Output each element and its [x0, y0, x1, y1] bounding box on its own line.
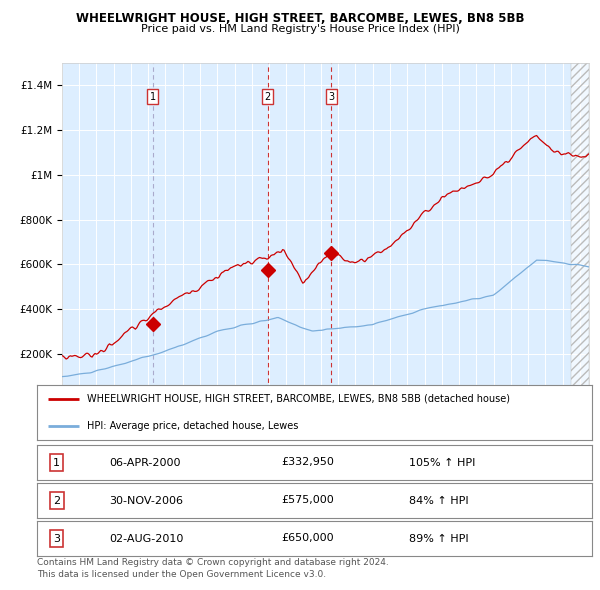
Text: £650,000: £650,000	[281, 533, 334, 543]
Text: 2: 2	[53, 496, 60, 506]
Text: HPI: Average price, detached house, Lewes: HPI: Average price, detached house, Lewe…	[87, 421, 299, 431]
Text: 02-AUG-2010: 02-AUG-2010	[109, 533, 184, 543]
Text: WHEELWRIGHT HOUSE, HIGH STREET, BARCOMBE, LEWES, BN8 5BB: WHEELWRIGHT HOUSE, HIGH STREET, BARCOMBE…	[76, 12, 524, 25]
Bar	[571, 63, 589, 398]
Text: This data is licensed under the Open Government Licence v3.0.: This data is licensed under the Open Gov…	[37, 570, 326, 579]
Text: 1: 1	[150, 91, 156, 101]
Text: Price paid vs. HM Land Registry's House Price Index (HPI): Price paid vs. HM Land Registry's House …	[140, 24, 460, 34]
Text: 3: 3	[53, 533, 60, 543]
Text: 06-APR-2000: 06-APR-2000	[109, 457, 181, 467]
Text: 30-NOV-2006: 30-NOV-2006	[109, 496, 184, 506]
Text: 2: 2	[265, 91, 271, 101]
Text: 84% ↑ HPI: 84% ↑ HPI	[409, 496, 469, 506]
Text: WHEELWRIGHT HOUSE, HIGH STREET, BARCOMBE, LEWES, BN8 5BB (detached house): WHEELWRIGHT HOUSE, HIGH STREET, BARCOMBE…	[87, 394, 510, 404]
Text: 105% ↑ HPI: 105% ↑ HPI	[409, 457, 475, 467]
Bar	[571, 63, 589, 398]
Text: 1: 1	[53, 457, 60, 467]
Text: £575,000: £575,000	[281, 496, 334, 506]
Text: 3: 3	[328, 91, 334, 101]
Text: 89% ↑ HPI: 89% ↑ HPI	[409, 533, 469, 543]
Text: Contains HM Land Registry data © Crown copyright and database right 2024.: Contains HM Land Registry data © Crown c…	[37, 558, 389, 567]
Text: £332,950: £332,950	[281, 457, 334, 467]
